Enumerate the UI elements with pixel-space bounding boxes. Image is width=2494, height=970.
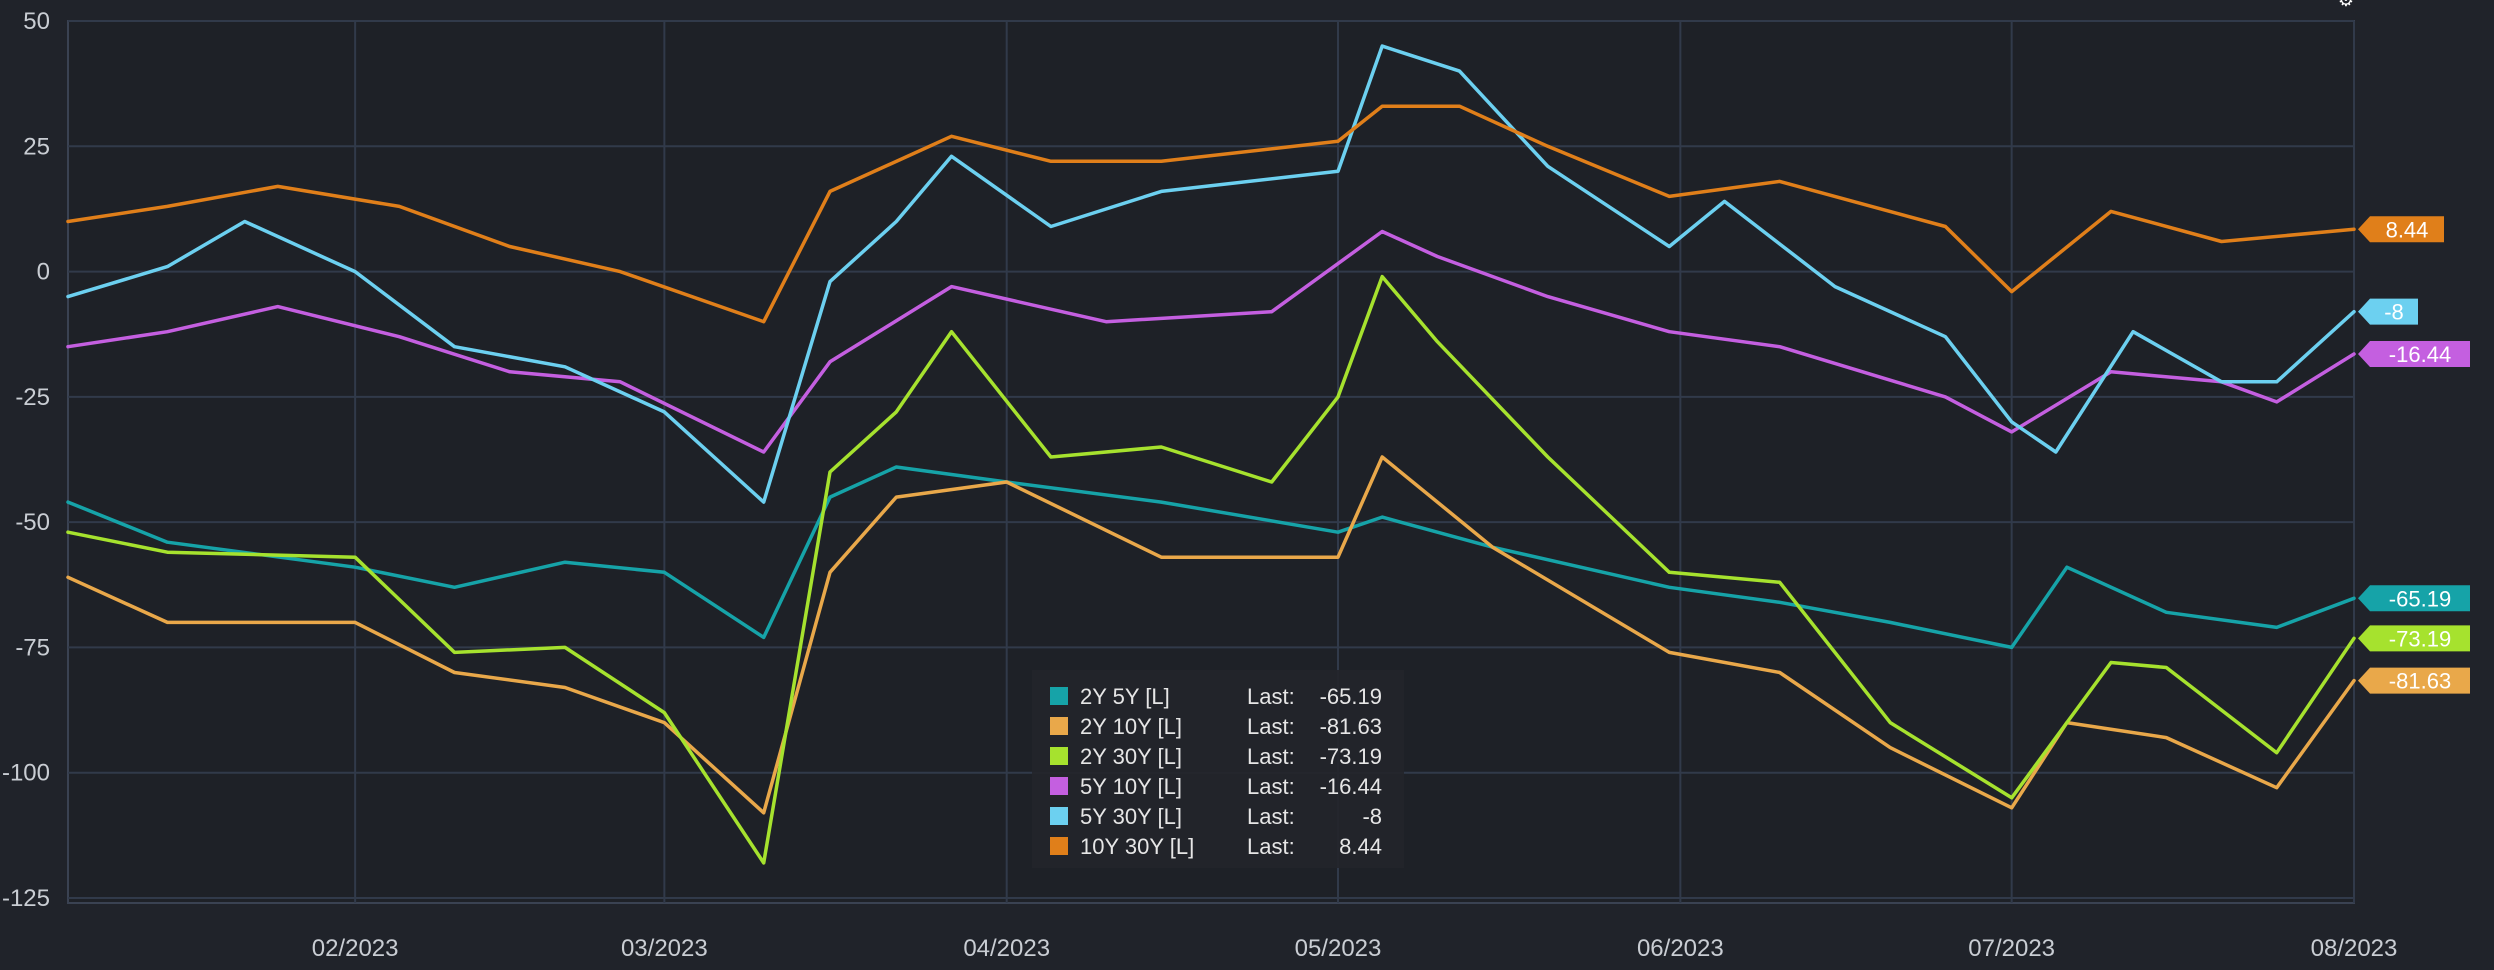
x-tick-label: 05/2023 [1295, 935, 1382, 962]
legend-series-name: 5Y 30Y [L] [1080, 804, 1182, 829]
x-tick-label: 06/2023 [1637, 935, 1724, 962]
legend-last-value: -81.63 [1320, 714, 1382, 739]
x-tick-label: 02/2023 [312, 935, 399, 962]
y-tick-label: -50 [15, 509, 50, 536]
axes: 50 25 0 -25 -50 -75 -100 -125 02/2023 03/2023 04/2… [2, 8, 2397, 962]
legend-series-name: 10Y 30Y [L] [1080, 834, 1194, 859]
legend-last-label: Last: [1247, 684, 1295, 709]
legend-series-name: 2Y 10Y [L] [1080, 714, 1182, 739]
legend-box [1032, 670, 1404, 868]
legend-swatch [1050, 837, 1068, 855]
series-line [66, 44, 2356, 504]
end-value-tag-shape [2358, 340, 2470, 367]
series-line [66, 274, 2356, 865]
legend-swatch [1050, 747, 1068, 765]
legend-swatch [1050, 717, 1068, 735]
y-tick-label: 25 [23, 133, 50, 160]
x-tick-label: 03/2023 [621, 935, 708, 962]
end-value-tag-shape [2358, 625, 2470, 652]
y-tick-label: -100 [2, 760, 50, 787]
end-value-tag-text: -16.44 [2389, 342, 2451, 367]
end-value-tag: -81.63 [2358, 667, 2470, 694]
series-lines [66, 44, 2356, 865]
end-value-labels: 8.44 -8 -16.44 -65.19 -73.19 -81.63 [2358, 216, 2470, 694]
legend: 2Y 5Y [L] Last: -65.19 2Y 10Y [L] Last: -81.6… [1032, 670, 1404, 868]
end-value-tag-text: -8 [2384, 300, 2404, 325]
y-tick-label: -125 [2, 885, 50, 912]
series-line [66, 104, 2356, 324]
x-tick-label: 07/2023 [1968, 935, 2055, 962]
legend-swatch [1050, 807, 1068, 825]
legend-last-label: Last: [1247, 714, 1295, 739]
legend-last-value: -8 [1362, 804, 1382, 829]
legend-swatch [1050, 777, 1068, 795]
legend-last-value: -73.19 [1320, 744, 1382, 769]
legend-last-value: -16.44 [1320, 774, 1382, 799]
end-value-tag-shape [2358, 585, 2470, 612]
legend-last-value: 8.44 [1339, 834, 1382, 859]
legend-swatch [1050, 687, 1068, 705]
end-value-tag: 8.44 [2358, 216, 2444, 243]
end-value-tag-shape [2358, 298, 2418, 325]
y-tick-label: 0 [37, 259, 50, 286]
x-tick-label: 08/2023 [2311, 935, 2398, 962]
legend-series-name: 2Y 5Y [L] [1080, 684, 1170, 709]
settings-icon[interactable]: ⚙ [2337, 0, 2354, 10]
legend-last-label: Last: [1247, 804, 1295, 829]
y-tick-label: -75 [15, 634, 50, 661]
series-line [66, 455, 2356, 815]
end-value-tag: -65.19 [2358, 585, 2470, 612]
x-tick-label: 04/2023 [963, 935, 1050, 962]
end-value-tag: -16.44 [2358, 340, 2470, 367]
end-value-tag-text: -81.63 [2389, 669, 2451, 694]
legend-series-name: 5Y 10Y [L] [1080, 774, 1182, 799]
end-value-tag-text: -73.19 [2389, 626, 2451, 651]
end-value-tag-text: 8.44 [2386, 217, 2429, 242]
legend-last-value: -65.19 [1320, 684, 1382, 709]
legend-series-name: 2Y 30Y [L] [1080, 744, 1182, 769]
series-line [66, 465, 2356, 650]
end-value-tag: -73.19 [2358, 625, 2470, 652]
legend-last-label: Last: [1247, 774, 1295, 799]
legend-last-label: Last: [1247, 744, 1295, 769]
end-value-tag-shape [2358, 667, 2470, 694]
legend-last-label: Last: [1247, 834, 1295, 859]
end-value-tag-shape [2358, 216, 2444, 243]
y-tick-label: -25 [15, 384, 50, 411]
series-line [66, 229, 2356, 454]
end-value-tag-text: -65.19 [2389, 586, 2451, 611]
y-tick-label: 50 [23, 8, 50, 35]
end-value-tag: -8 [2358, 298, 2418, 325]
